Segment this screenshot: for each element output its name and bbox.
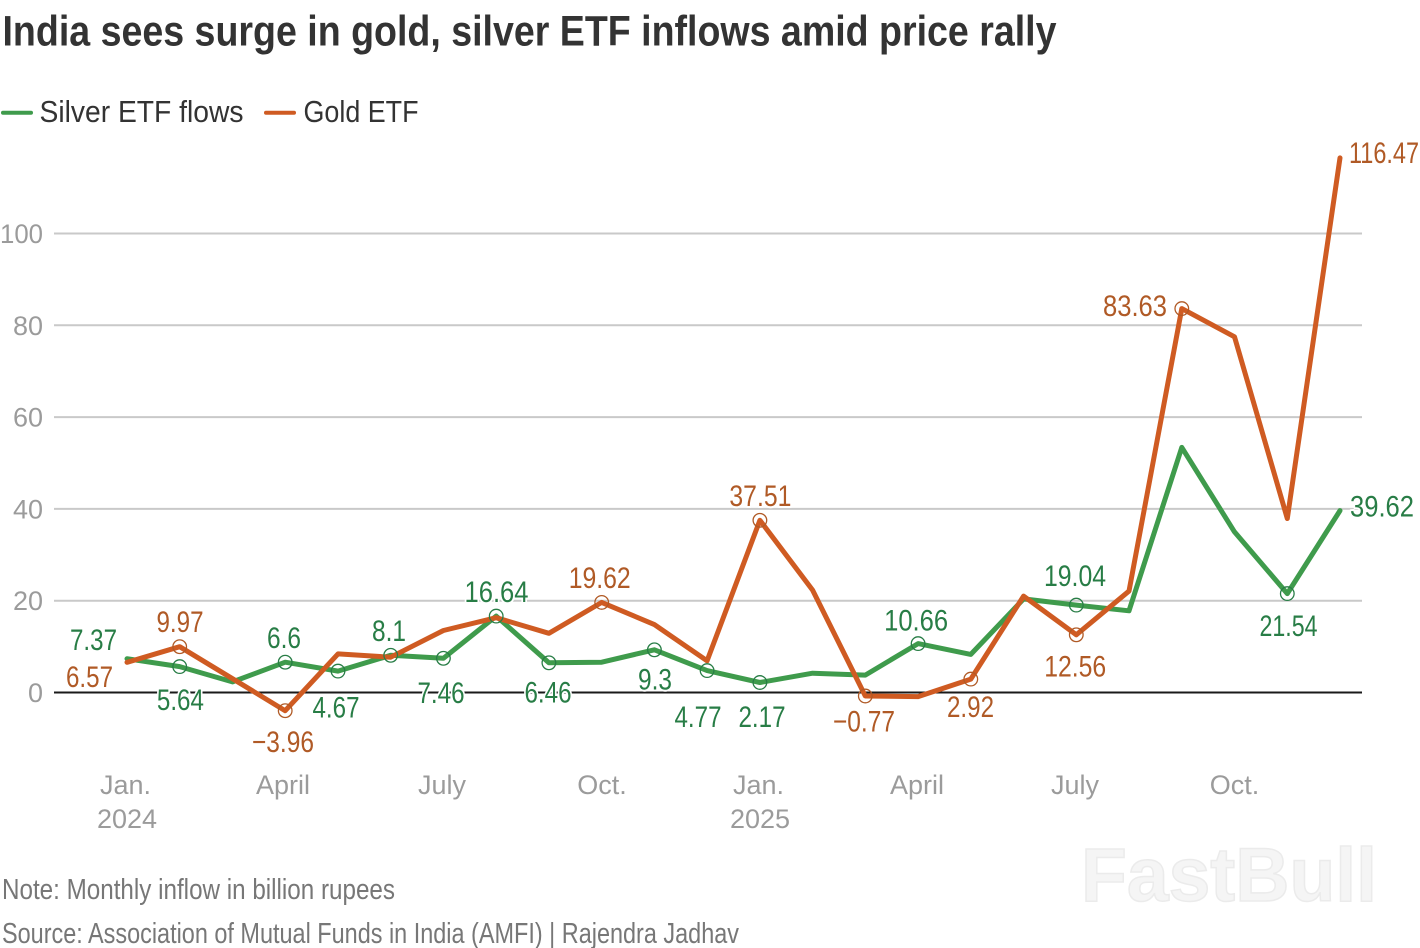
svg-text:39.62: 39.62 — [1350, 491, 1414, 524]
svg-text:4.67: 4.67 — [313, 692, 360, 725]
svg-text:2.17: 2.17 — [739, 701, 786, 734]
svg-text:40: 40 — [13, 494, 43, 524]
svg-text:−0.77: −0.77 — [833, 706, 895, 739]
svg-text:9.97: 9.97 — [157, 606, 204, 639]
svg-text:July: July — [418, 770, 467, 800]
svg-text:India sees surge in gold, silv: India sees surge in gold, silver ETF inf… — [3, 8, 1057, 56]
svg-text:Silver ETF flows: Silver ETF flows — [40, 94, 244, 129]
svg-text:Oct.: Oct. — [1210, 770, 1260, 800]
svg-text:7.46: 7.46 — [418, 677, 465, 710]
svg-text:20: 20 — [13, 586, 43, 616]
svg-text:6.6: 6.6 — [267, 622, 301, 655]
svg-text:−3.96: −3.96 — [252, 726, 314, 759]
svg-text:6.46: 6.46 — [525, 677, 572, 710]
svg-text:5.64: 5.64 — [157, 684, 204, 717]
svg-text:12.56: 12.56 — [1044, 650, 1106, 683]
svg-text:19.04: 19.04 — [1044, 560, 1106, 593]
svg-text:July: July — [1051, 770, 1100, 800]
svg-text:2024: 2024 — [97, 804, 157, 834]
svg-text:0: 0 — [28, 678, 43, 708]
svg-text:21.54: 21.54 — [1260, 610, 1318, 643]
svg-text:80: 80 — [13, 311, 43, 341]
svg-text:2025: 2025 — [730, 804, 790, 834]
svg-text:Source: Association of Mutual: Source: Association of Mutual Funds in I… — [2, 918, 739, 948]
svg-text:Note: Monthly inflow in billio: Note: Monthly inflow in billion rupees — [2, 874, 395, 906]
svg-text:Oct.: Oct. — [577, 770, 627, 800]
svg-text:Gold ETF: Gold ETF — [304, 94, 419, 129]
svg-text:37.51: 37.51 — [729, 480, 791, 513]
svg-text:83.63: 83.63 — [1103, 290, 1167, 323]
svg-text:19.62: 19.62 — [569, 562, 631, 595]
svg-text:60: 60 — [13, 403, 43, 433]
svg-text:16.64: 16.64 — [465, 576, 529, 609]
svg-text:April: April — [256, 770, 310, 800]
svg-text:6.57: 6.57 — [66, 661, 113, 694]
svg-text:April: April — [890, 770, 944, 800]
svg-text:7.37: 7.37 — [70, 624, 117, 657]
svg-text:116.47: 116.47 — [1349, 137, 1419, 170]
svg-text:Jan.: Jan. — [733, 770, 784, 800]
svg-text:4.77: 4.77 — [675, 701, 722, 734]
svg-text:FastBull: FastBull — [1081, 833, 1377, 918]
svg-text:2.92: 2.92 — [947, 691, 994, 724]
svg-text:Jan.: Jan. — [100, 770, 151, 800]
svg-text:10.66: 10.66 — [884, 605, 948, 638]
svg-text:8.1: 8.1 — [372, 615, 406, 648]
svg-text:9.3: 9.3 — [638, 664, 672, 697]
svg-text:100: 100 — [0, 219, 43, 249]
